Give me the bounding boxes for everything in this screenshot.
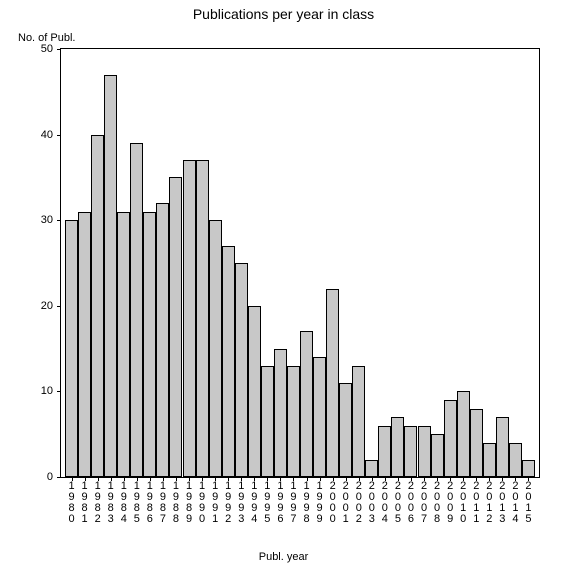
x-tick-label: 1 9 8 8 xyxy=(173,481,179,525)
bar xyxy=(248,306,261,477)
bar xyxy=(352,366,365,477)
bar xyxy=(391,417,404,477)
chart-container: Publications per year in class No. of Pu… xyxy=(0,0,567,567)
bar xyxy=(143,212,156,477)
y-tick-label: 40 xyxy=(41,129,53,141)
x-tick-label: 1 9 9 5 xyxy=(264,481,270,525)
x-tick-label: 2 0 1 0 xyxy=(460,481,466,525)
bar xyxy=(196,160,209,477)
x-tick-label: 2 0 0 3 xyxy=(369,481,375,525)
bar xyxy=(287,366,300,477)
bar xyxy=(313,357,326,477)
x-tick-label: 1 9 9 4 xyxy=(251,481,257,525)
plot-area: 010203040501 9 8 01 9 8 11 9 8 21 9 8 31… xyxy=(60,48,540,478)
y-tick-label: 30 xyxy=(41,214,53,226)
x-tick-label: 1 9 9 3 xyxy=(238,481,244,525)
y-tick-label: 50 xyxy=(41,43,53,55)
x-tick-label: 1 9 8 9 xyxy=(186,481,192,525)
bar xyxy=(483,443,496,477)
x-tick-label: 2 0 1 3 xyxy=(499,481,505,525)
x-tick-label: 1 9 8 1 xyxy=(82,481,88,525)
bar xyxy=(130,143,143,477)
bar xyxy=(365,460,378,477)
bar xyxy=(522,460,535,477)
y-tick-label: 20 xyxy=(41,300,53,312)
y-tick-label: 0 xyxy=(47,471,53,483)
bar xyxy=(104,75,117,477)
x-tick-label: 1 9 8 0 xyxy=(68,481,74,525)
x-tick-label: 2 0 1 5 xyxy=(525,481,531,525)
bar xyxy=(65,220,78,477)
y-tick-mark xyxy=(57,306,61,307)
bar xyxy=(404,426,417,477)
bar xyxy=(91,135,104,477)
bar xyxy=(509,443,522,477)
x-tick-label: 1 9 9 0 xyxy=(199,481,205,525)
bar xyxy=(261,366,274,477)
x-tick-label: 2 0 0 5 xyxy=(395,481,401,525)
bar xyxy=(169,177,182,477)
x-tick-label: 1 9 8 5 xyxy=(134,481,140,525)
bar xyxy=(431,434,444,477)
x-tick-label: 2 0 1 2 xyxy=(486,481,492,525)
y-tick-mark xyxy=(57,220,61,221)
bar xyxy=(418,426,431,477)
x-tick-label: 1 9 9 7 xyxy=(290,481,296,525)
y-tick-mark xyxy=(57,135,61,136)
x-tick-label: 2 0 0 2 xyxy=(356,481,362,525)
bar xyxy=(470,409,483,477)
y-tick-mark xyxy=(57,477,61,478)
x-tick-label: 1 9 8 3 xyxy=(108,481,114,525)
chart-title: Publications per year in class xyxy=(0,6,567,22)
bar xyxy=(378,426,391,477)
bar xyxy=(326,289,339,477)
bar xyxy=(78,212,91,477)
y-tick-label: 10 xyxy=(41,385,53,397)
y-tick-mark xyxy=(57,49,61,50)
bar xyxy=(274,349,287,477)
x-tick-label: 1 9 9 2 xyxy=(225,481,231,525)
x-tick-label: 1 9 9 6 xyxy=(277,481,283,525)
bar xyxy=(300,331,313,477)
x-tick-label: 1 9 9 1 xyxy=(212,481,218,525)
bar xyxy=(222,246,235,477)
bar xyxy=(339,383,352,477)
x-tick-label: 2 0 1 1 xyxy=(473,481,479,525)
x-tick-label: 2 0 0 4 xyxy=(382,481,388,525)
bar xyxy=(457,391,470,477)
x-tick-label: 1 9 9 9 xyxy=(317,481,323,525)
y-tick-mark xyxy=(57,391,61,392)
x-tick-label: 2 0 0 6 xyxy=(408,481,414,525)
x-tick-label: 1 9 9 8 xyxy=(303,481,309,525)
x-tick-label: 2 0 0 0 xyxy=(330,481,336,525)
bar xyxy=(117,212,130,477)
x-tick-label: 1 9 8 2 xyxy=(95,481,101,525)
x-tick-label: 1 9 8 4 xyxy=(121,481,127,525)
bar xyxy=(209,220,222,477)
bar xyxy=(156,203,169,477)
x-tick-label: 2 0 0 1 xyxy=(343,481,349,525)
x-tick-label: 2 0 0 9 xyxy=(447,481,453,525)
x-tick-label: 2 0 1 4 xyxy=(512,481,518,525)
x-tick-label: 1 9 8 7 xyxy=(160,481,166,525)
bar xyxy=(496,417,509,477)
bar xyxy=(235,263,248,477)
bar xyxy=(444,400,457,477)
x-tick-label: 1 9 8 6 xyxy=(147,481,153,525)
x-tick-label: 2 0 0 7 xyxy=(421,481,427,525)
bar xyxy=(183,160,196,477)
x-axis-label: Publ. year xyxy=(0,551,567,563)
x-tick-label: 2 0 0 8 xyxy=(434,481,440,525)
